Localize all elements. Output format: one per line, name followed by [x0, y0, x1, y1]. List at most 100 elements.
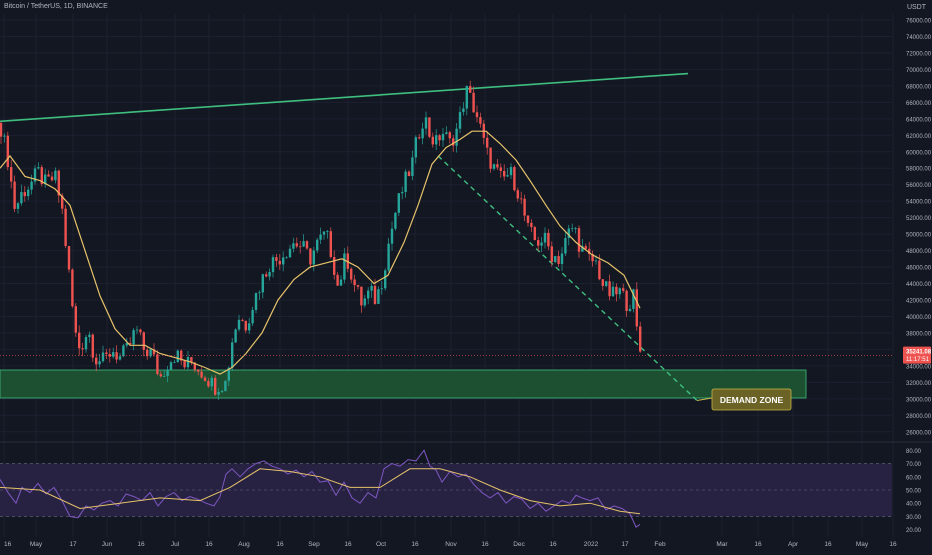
candle-down — [152, 349, 156, 355]
time-axis-tick-label: 16 — [344, 541, 352, 548]
candle-down — [533, 227, 536, 241]
candle-down — [591, 254, 594, 262]
candle-up — [237, 319, 241, 330]
candle-down — [486, 137, 489, 148]
price-axis-tick-label: 74000.00 — [906, 35, 932, 41]
time-axis-tick-label: 16 — [205, 541, 213, 548]
candle-up — [169, 362, 173, 370]
time-axis-tick-label: Jun — [102, 541, 113, 548]
candle-up — [384, 270, 387, 289]
candle-up — [611, 286, 615, 297]
candle-up — [411, 157, 414, 177]
candle-up — [27, 189, 30, 197]
price-axis-tick-label: 60000.00 — [906, 150, 932, 156]
candle-down — [428, 117, 431, 137]
candle-down — [91, 334, 94, 358]
candle-up — [98, 361, 101, 365]
price-axis-tick-label: 68000.00 — [906, 84, 932, 90]
rsi-axis-tick-label: 30.00 — [906, 515, 922, 521]
candle-up — [343, 253, 346, 280]
candle-up — [492, 164, 496, 169]
candle-down — [523, 198, 526, 216]
candle-down — [67, 245, 71, 270]
candle-up — [594, 260, 598, 262]
price-axis-tick-label: 70000.00 — [906, 68, 932, 74]
candle-up — [401, 192, 404, 194]
candle-up — [560, 253, 564, 264]
candle-down — [47, 174, 50, 177]
candle-down — [40, 167, 43, 185]
candle-up — [231, 342, 234, 368]
price-axis-tick-label: 38000.00 — [906, 331, 932, 337]
candle-down — [241, 319, 244, 321]
time-axis-tick-label: 16 — [549, 541, 557, 548]
candle-up — [564, 238, 567, 254]
candle-up — [370, 285, 373, 291]
time-axis-tick-label: 16 — [481, 541, 489, 548]
candle-down — [203, 377, 207, 382]
time-axis-tick-label: Mar — [716, 541, 728, 548]
price-axis-tick-label: 40000.00 — [906, 315, 932, 321]
candle-down — [520, 198, 523, 200]
candle-up — [302, 241, 305, 247]
candle-up — [571, 228, 574, 230]
candle-up — [367, 290, 370, 299]
candle-down — [129, 343, 132, 345]
rsi-line — [0, 449, 641, 528]
candle-down — [61, 195, 64, 209]
candle-down — [530, 222, 533, 228]
price-axis-tick-label: 34000.00 — [906, 364, 932, 370]
resistance-trendline — [0, 72, 689, 123]
rsi-axis-tick-label: 60.00 — [906, 475, 922, 481]
candle-up — [312, 250, 315, 265]
candle-down — [588, 248, 591, 255]
rsi-axis-tick-label: 20.00 — [906, 528, 922, 534]
candle-down — [333, 256, 336, 275]
candle-up — [20, 192, 23, 204]
candle-up — [268, 272, 271, 277]
candle-down — [479, 117, 482, 124]
candle-up — [125, 343, 128, 346]
candle-down — [139, 329, 142, 333]
candle-up — [16, 203, 20, 209]
candle-down — [448, 132, 451, 139]
candle-up — [258, 292, 261, 294]
time-axis-tick-label: Jul — [171, 541, 180, 548]
last-price-value: 35241.08 — [906, 350, 932, 356]
price-axis-tick-label: 44000.00 — [906, 282, 932, 288]
price-axis-tick-label: 64000.00 — [906, 117, 932, 123]
candle-down — [190, 357, 193, 363]
candle-up — [261, 274, 264, 293]
candle-down — [71, 269, 74, 307]
candle-up — [149, 349, 152, 357]
candle-up — [387, 243, 390, 271]
candle-down — [547, 232, 550, 247]
candle-up — [424, 117, 428, 129]
bar-countdown: 11:17:51 — [906, 357, 930, 363]
candle-down — [193, 362, 196, 370]
time-axis-tick-label: Apr — [788, 541, 799, 548]
candle-down — [183, 360, 186, 368]
candle-down — [115, 352, 118, 360]
candle-down — [13, 181, 16, 209]
candle-down — [452, 138, 455, 146]
price-unit-label: USDT — [906, 4, 926, 11]
candle-down — [472, 92, 475, 113]
candle-up — [254, 293, 258, 310]
candle-down — [180, 350, 183, 361]
annotation-pointer — [696, 397, 713, 401]
price-axis-tick-label: 62000.00 — [906, 134, 932, 140]
candle-down — [50, 176, 54, 181]
candle-up — [581, 246, 584, 252]
candle-up — [132, 330, 135, 345]
candle-up — [506, 175, 509, 177]
time-axis-tick-label: Nov — [445, 541, 457, 548]
time-axis-tick-label: 16 — [754, 541, 762, 548]
candle-up — [44, 174, 47, 185]
candle-down — [431, 136, 434, 145]
price-axis-tick-label: 32000.00 — [906, 381, 932, 387]
candle-down — [438, 135, 441, 141]
demand-zone-rect — [0, 369, 807, 399]
candle-down — [496, 164, 499, 168]
